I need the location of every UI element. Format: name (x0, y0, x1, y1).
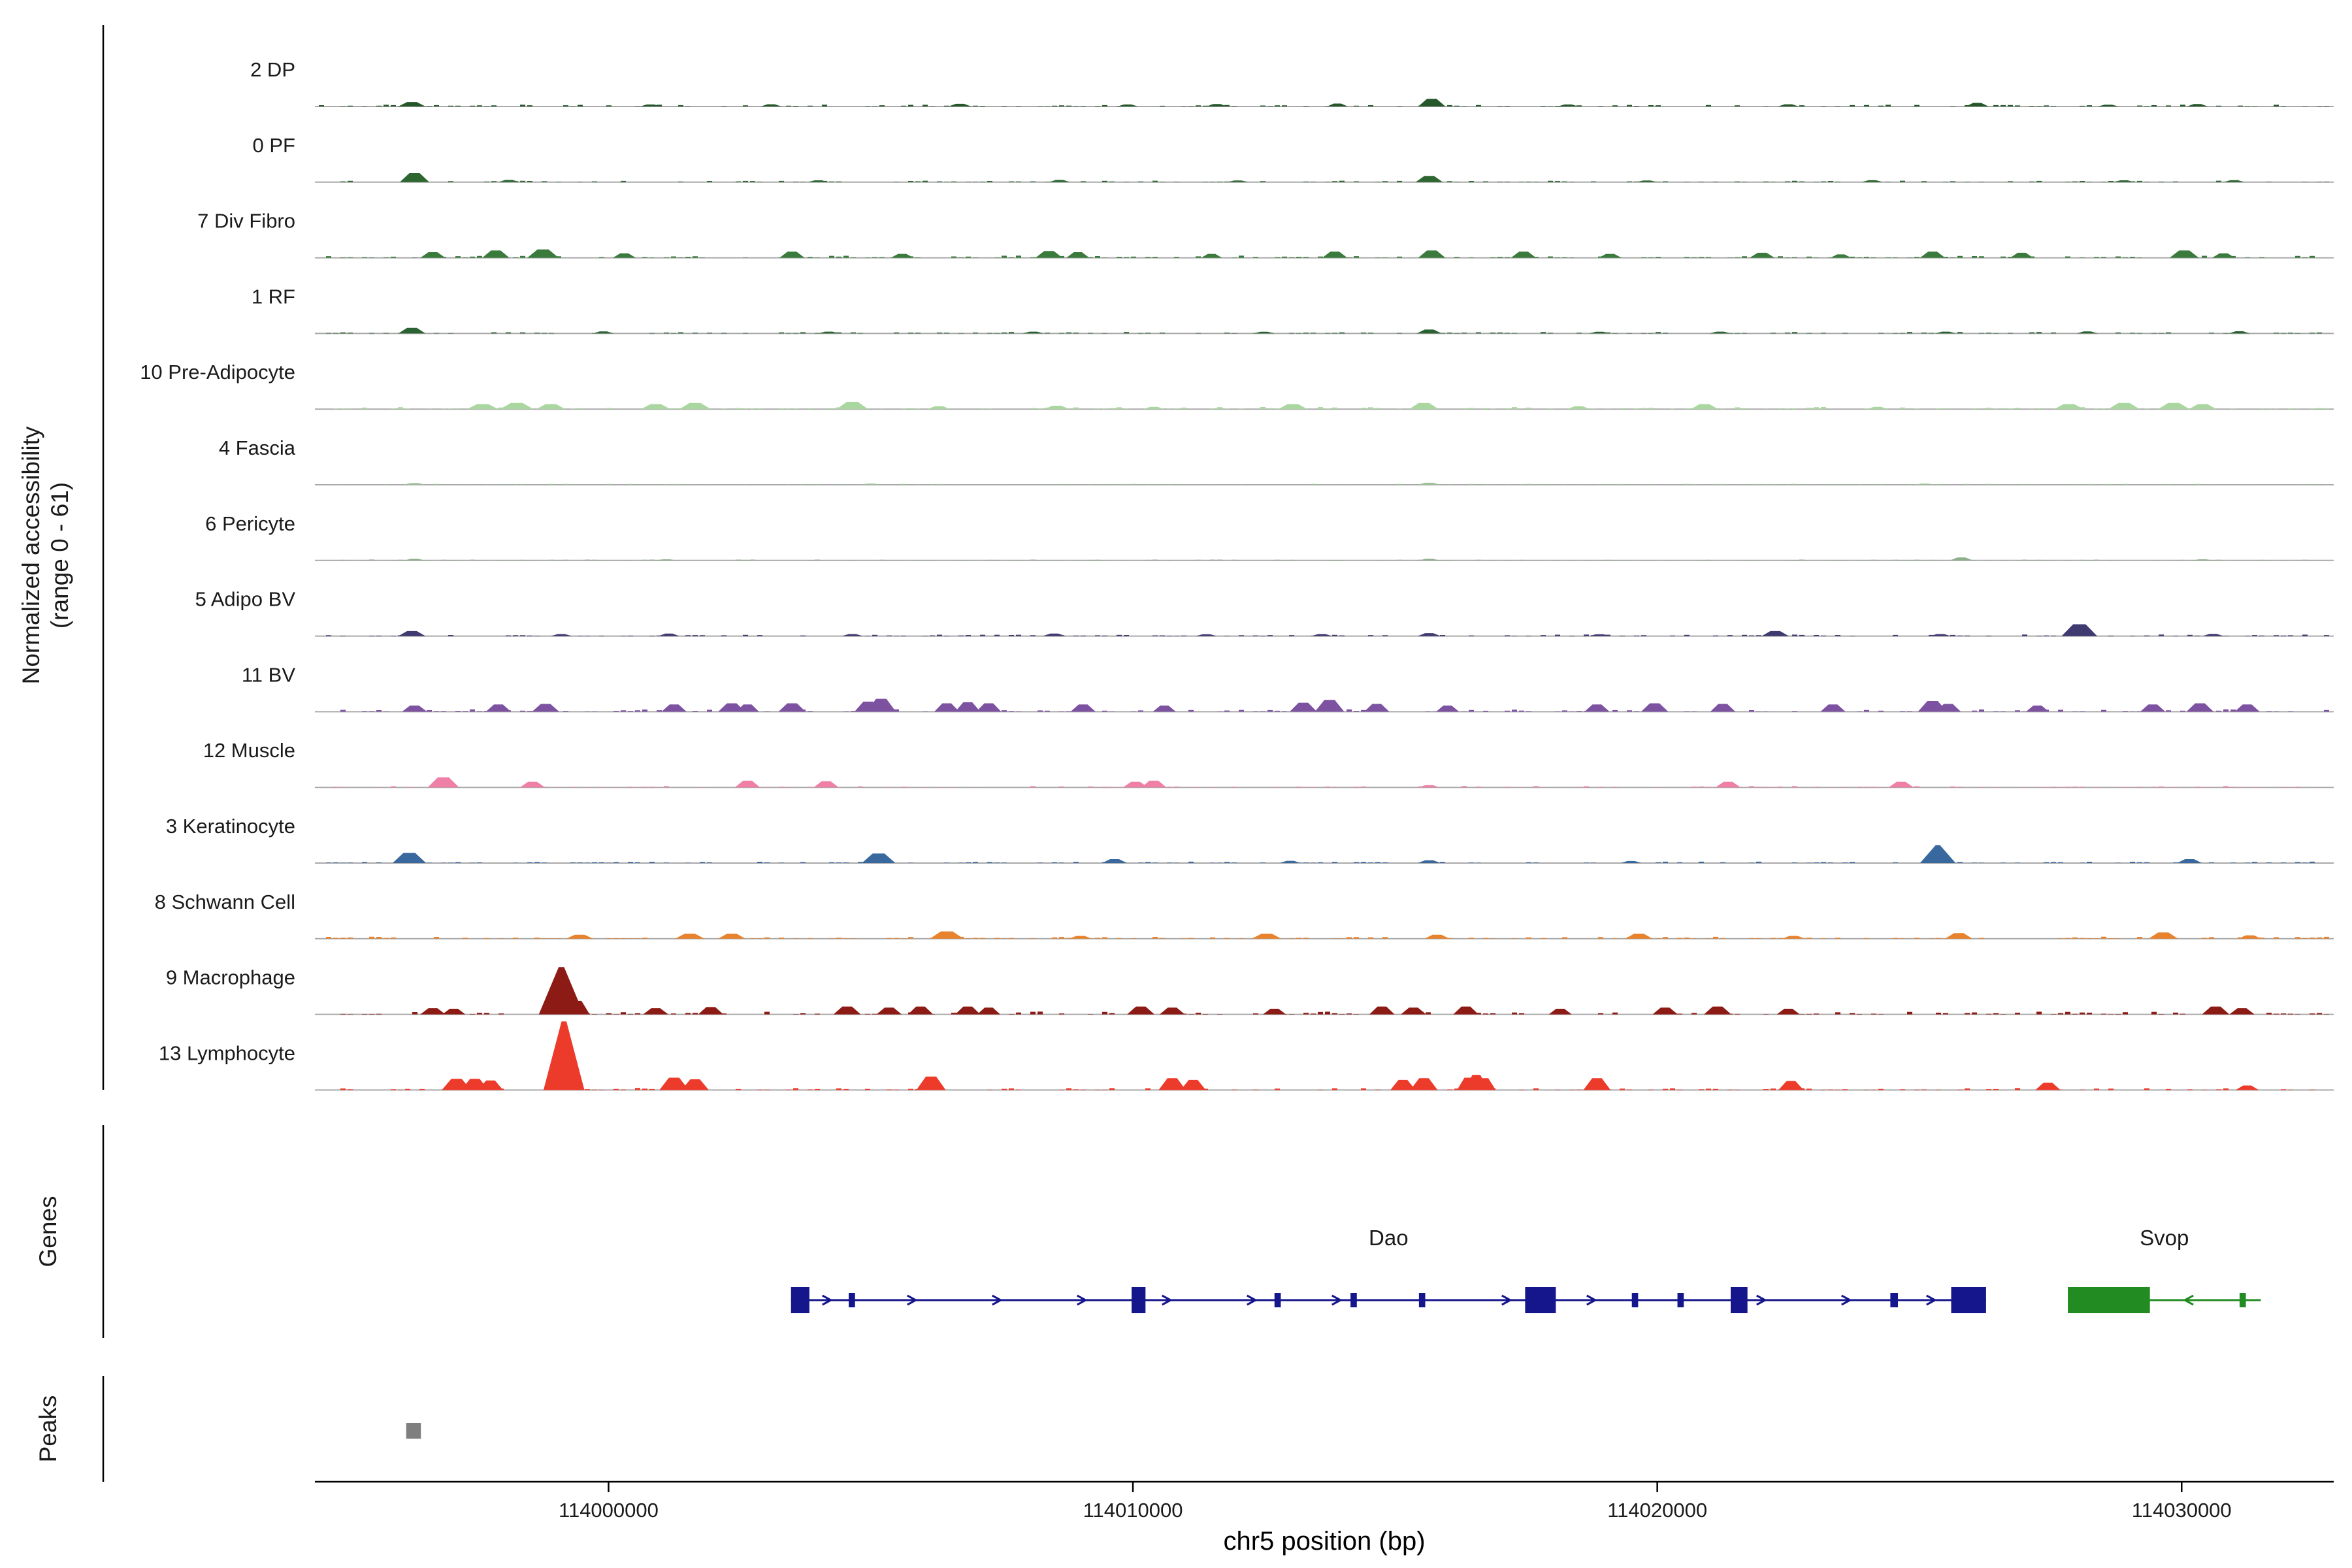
track-4-fascia: 4 Fascia (219, 436, 2334, 485)
gene-exon (1350, 1293, 1357, 1307)
x-axis-title: chr5 position (bp) (1223, 1527, 1425, 1556)
track-label-9-macrophage: 9 Macrophage (166, 966, 295, 989)
track-label-13-lymphocyte: 13 Lymphocyte (159, 1041, 295, 1064)
genes-section-label: Genes (35, 1196, 61, 1267)
strand-arrow-icon (1501, 1294, 1512, 1306)
track-label-4-fascia: 4 Fascia (219, 436, 296, 459)
track-label-0-pf: 0 PF (253, 134, 295, 157)
x-axis-tick-label: 114030000 (2132, 1499, 2232, 1522)
track-5-adipo-bv: 5 Adipo BV (195, 588, 2334, 637)
strand-arrow-icon (1926, 1294, 1937, 1306)
strand-arrow-icon (1162, 1294, 1173, 1306)
track-signal (319, 99, 2329, 106)
gene-exon (1525, 1287, 1556, 1313)
track-13-lymphocyte: 13 Lymphocyte (159, 1021, 2334, 1091)
gene-svop: Svop (2068, 1226, 2261, 1313)
track-label-8-schwann-cell: 8 Schwann Cell (155, 890, 295, 913)
track-signal (326, 249, 2315, 258)
track-label-3-keratinocyte: 3 Keratinocyte (166, 815, 295, 838)
track-label-1-rf: 1 RF (252, 285, 295, 308)
y-axis-label-line2: (range 0 - 61) (46, 482, 73, 629)
track-9-macrophage: 9 Macrophage (166, 966, 2334, 1015)
strand-arrow-icon (1586, 1294, 1597, 1306)
track-2-dp: 2 DP (250, 58, 2334, 107)
track-label-2-dp: 2 DP (250, 58, 295, 81)
track-1-rf: 1 RF (252, 285, 2334, 335)
track-signal (326, 845, 2315, 863)
y-axis-label-line1: Normalized accessibility (18, 426, 44, 684)
dynamic-layers: 2 DP 0 PF 7 Div Fibro 1 RF 10 Pre-Adipocyte 4… (140, 58, 2334, 1522)
gene-exon (1631, 1293, 1639, 1307)
x-axis-tick-label: 114020000 (1607, 1499, 1707, 1522)
peaks-section-label: Peaks (35, 1396, 61, 1463)
track-3-keratinocyte: 3 Keratinocyte (166, 815, 2334, 864)
track-label-6-pericyte: 6 Pericyte (205, 512, 295, 535)
strand-arrow-icon (1077, 1294, 1088, 1306)
track-label-5-adipo-bv: 5 Adipo BV (195, 588, 296, 611)
strand-arrow-icon (1756, 1294, 1767, 1306)
gene-exon (1890, 1293, 1899, 1307)
gene-exon (1274, 1293, 1281, 1307)
track-10-pre-adipocyte: 10 Pre-Adipocyte (140, 361, 2334, 410)
track-signal (340, 698, 2329, 712)
track-signal (326, 327, 2322, 334)
gene-exon (1677, 1293, 1684, 1307)
x-axis-tick-label: 114000000 (559, 1499, 659, 1522)
gene-exon (1418, 1293, 1426, 1307)
track-12-muscle: 12 Muscle (203, 739, 2334, 789)
track-label-7-div-fibro: 7 Div Fibro (197, 210, 295, 233)
strand-arrow-icon (907, 1294, 918, 1306)
track-signal (333, 777, 2322, 788)
strand-arrow-icon (822, 1294, 833, 1306)
gene-label-dao: Dao (1369, 1226, 1409, 1250)
track-0-pf: 0 PF (253, 134, 2334, 183)
peak-region (406, 1423, 421, 1439)
track-7-div-fibro: 7 Div Fibro (197, 210, 2334, 259)
track-signal (333, 402, 2329, 410)
track-signal (326, 931, 2329, 939)
strand-arrow-icon (2182, 1294, 2194, 1306)
strand-arrow-icon (1247, 1294, 1258, 1306)
gene-exon (791, 1287, 809, 1313)
track-8-schwann-cell: 8 Schwann Cell (155, 890, 2334, 939)
gene-exon (1132, 1287, 1146, 1313)
gene-exon (1951, 1287, 1986, 1313)
gene-exon (2239, 1293, 2246, 1307)
track-signal (340, 967, 2329, 1015)
track-signal (340, 1021, 2315, 1090)
strand-arrow-icon (1331, 1294, 1343, 1306)
track-6-pericyte: 6 Pericyte (205, 512, 2334, 561)
track-signal (340, 173, 2329, 182)
track-11-bv: 11 BV (242, 663, 2334, 713)
track-label-12-muscle: 12 Muscle (203, 739, 295, 762)
gene-dao: Dao (791, 1226, 1986, 1313)
track-label-11-bv: 11 BV (242, 663, 295, 686)
strand-arrow-icon (992, 1294, 1003, 1306)
gene-label-svop: Svop (2140, 1226, 2189, 1250)
gene-exon (849, 1293, 855, 1307)
gene-exon (2068, 1287, 2150, 1313)
track-label-10-pre-adipocyte: 10 Pre-Adipocyte (140, 361, 295, 384)
strand-arrow-icon (1841, 1294, 1852, 1306)
x-axis-tick-label: 114010000 (1083, 1499, 1183, 1522)
gene-exon (1731, 1287, 1748, 1313)
track-signal (326, 624, 2329, 636)
